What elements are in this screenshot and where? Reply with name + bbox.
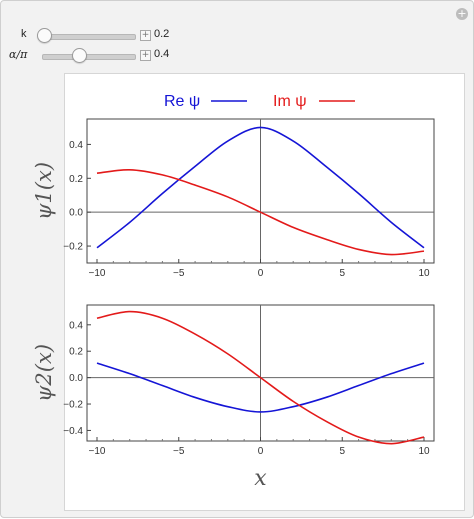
y-tick-label: 0.4 — [69, 140, 83, 151]
series-line-im — [96, 169, 425, 256]
slider-row-k: k + 0.2 — [1, 27, 261, 45]
legend-re-label: Re ψ — [164, 93, 200, 110]
slider-k-plus-icon[interactable]: + — [140, 30, 151, 41]
y-axis-label: ψ1(x) — [32, 162, 56, 220]
slider-k-value: 0.2 — [154, 28, 170, 40]
series-line-re — [96, 126, 425, 249]
legend-im-label: Im ψ — [273, 93, 307, 110]
y-tick-label: −0.4 — [63, 426, 83, 437]
y-tick-label: −0.2 — [63, 242, 83, 253]
x-tick-label: −5 — [173, 446, 185, 457]
y-tick-label: 0.0 — [69, 373, 83, 384]
slider-k-thumb[interactable] — [37, 28, 52, 43]
x-tick-label: −5 — [173, 268, 185, 279]
y-tick-label: 0.0 — [69, 208, 83, 219]
x-tick-label: 10 — [418, 268, 430, 279]
x-tick-label: 10 — [418, 446, 430, 457]
y-tick-label: 0.2 — [69, 347, 83, 358]
x-tick-label: 5 — [339, 268, 345, 279]
x-tick-label: 5 — [339, 446, 345, 457]
x-tick-label: −10 — [89, 446, 106, 457]
plot-psi1: −10 −5 0 5 10 −0.2 0.0 0.2 0.4 ψ1(x) — [32, 118, 435, 279]
slider-row-alpha: α/π + 0.4 — [1, 47, 261, 65]
x-tick-label: −10 — [89, 268, 106, 279]
slider-alpha-value: 0.4 — [154, 48, 170, 60]
y-tick-label: 0.2 — [69, 174, 83, 185]
y-axis-label: ψ2(x) — [32, 344, 56, 402]
plot-psi2: −10 −5 0 5 10 −0.4 −0.2 0.0 0.2 0.4 ψ2(x) x — [32, 304, 435, 491]
slider-k-label: k — [21, 28, 27, 40]
y-tick-label: 0.4 — [69, 320, 83, 331]
x-axis-label: x — [254, 466, 267, 491]
add-icon[interactable]: + — [456, 7, 468, 20]
series-line-re — [96, 362, 425, 413]
slider-alpha-track[interactable] — [42, 54, 136, 60]
slider-alpha-plus-icon[interactable]: + — [140, 50, 151, 61]
x-tick-label: 0 — [258, 446, 264, 457]
slider-alpha-label: α/π — [9, 48, 28, 61]
series-line-im — [96, 310, 425, 445]
y-tick-label: −0.2 — [63, 400, 83, 411]
legend: Re ψ Im ψ — [164, 93, 355, 110]
slider-alpha-thumb[interactable] — [71, 48, 87, 63]
x-tick-label: 0 — [258, 268, 264, 279]
output-panel — [64, 73, 465, 511]
